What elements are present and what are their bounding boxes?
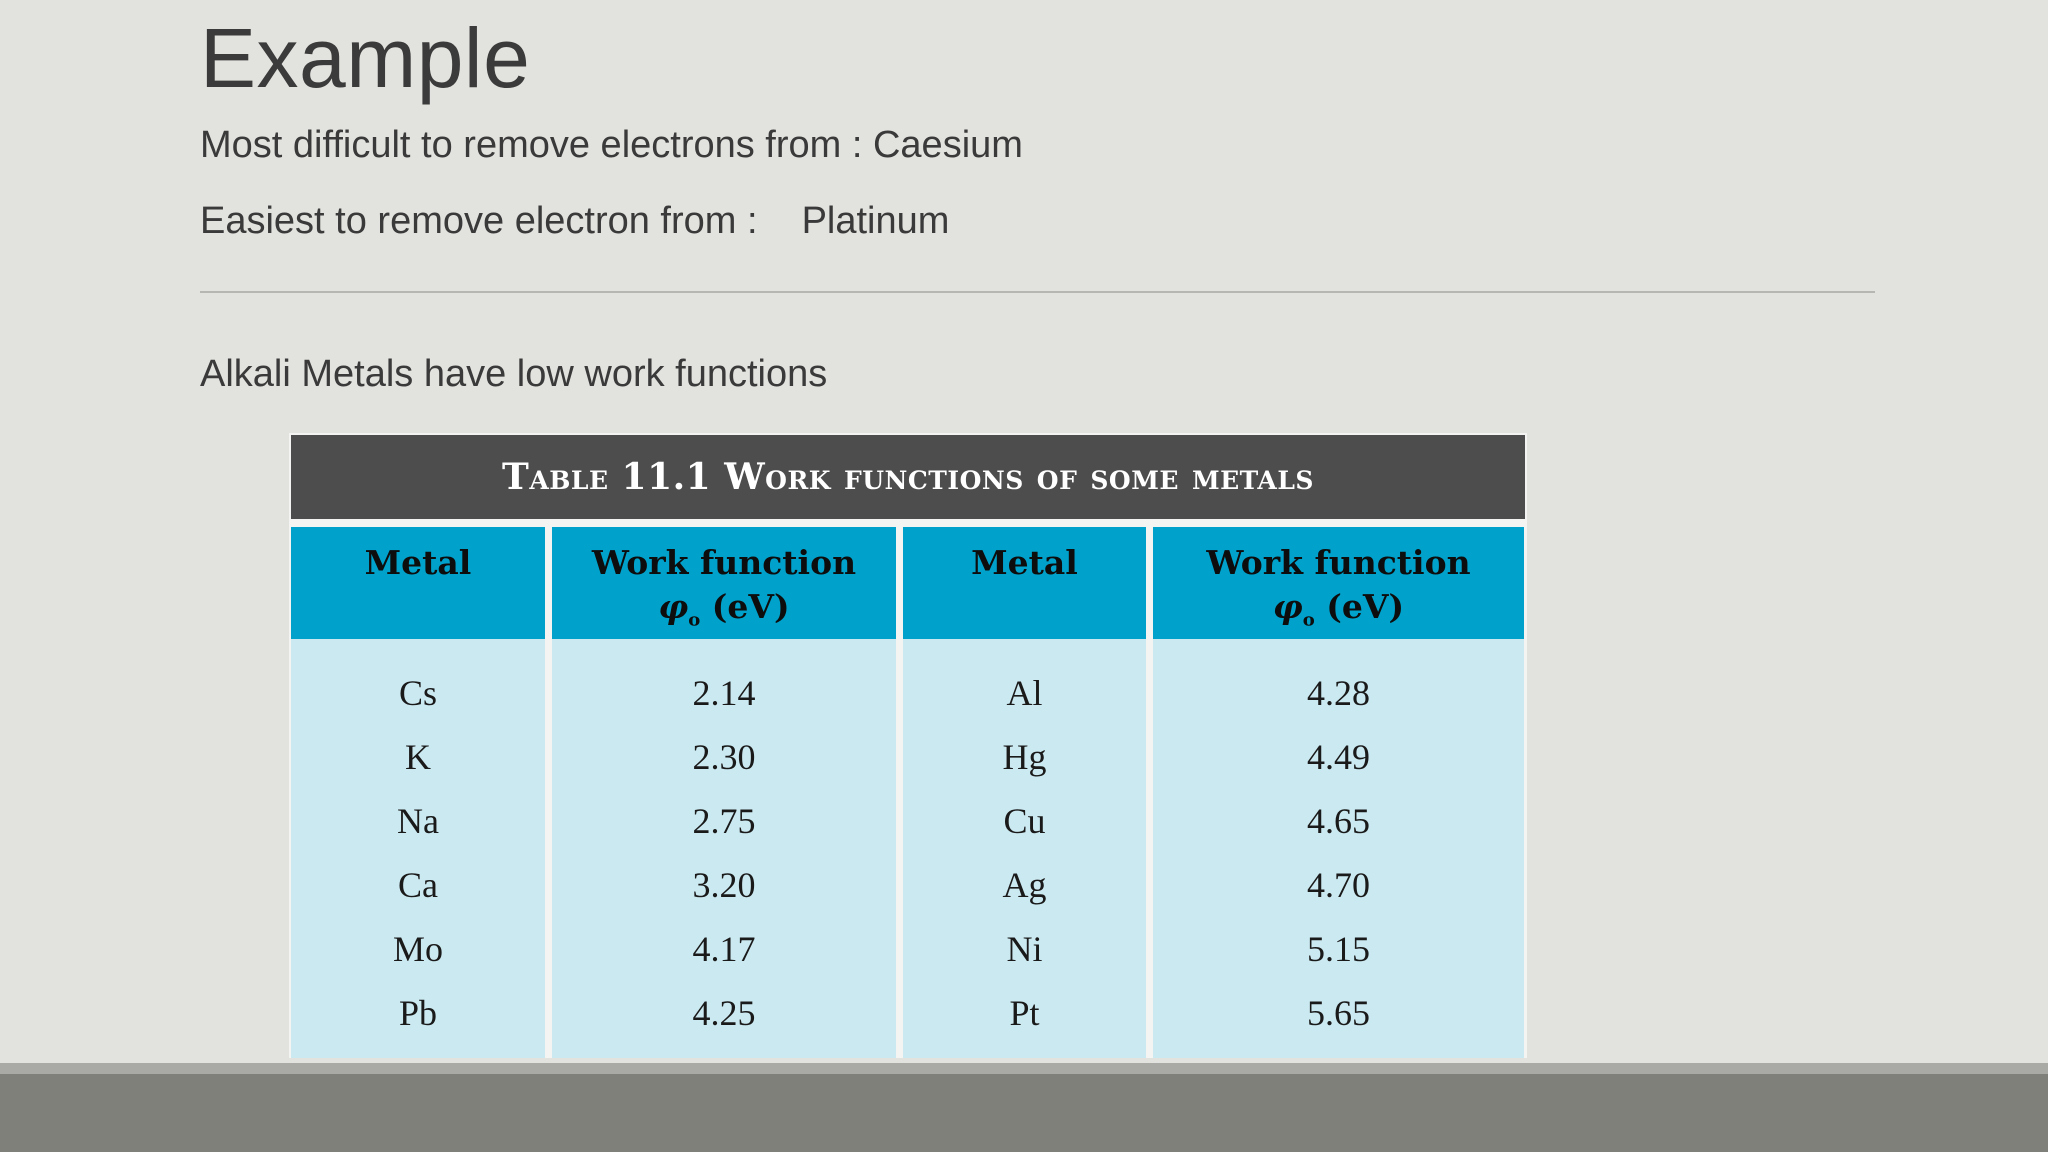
header-wf-left-line2: φo (eV) (552, 585, 896, 643)
table-cell-metal: Ca (398, 865, 438, 905)
header-metal-right-label: Metal (971, 543, 1078, 582)
table-caption: Table 11.1 Work functions of some metals (291, 435, 1525, 519)
table-cell-value: 4.70 (1307, 865, 1370, 905)
header-wf-left-subscript: o (688, 609, 701, 631)
divider-line (200, 291, 1875, 293)
bullet-easiest-label: Easiest to remove electron from : (200, 200, 758, 242)
table-cell-metal: Na (397, 801, 439, 841)
table-cell-value: 4.49 (1307, 737, 1370, 777)
table-cell-value: 2.30 (692, 737, 756, 777)
bullet-alkali-metals: Alkali Metals have low work functions (200, 353, 828, 395)
header-wf-left-symbol: φ (658, 587, 689, 626)
table-cell-metal: Mo (392, 929, 443, 969)
table-cell-value: 5.65 (1307, 993, 1370, 1033)
table-cell-metal: Ni (1006, 929, 1043, 969)
column-left-values: 2.14 2.30 2.75 3.20 4.17 4.25 (552, 639, 896, 1058)
table-cell-value: 2.75 (692, 801, 756, 841)
table-cell-value: 2.14 (692, 673, 756, 713)
header-wf-left-line1: Work function (591, 543, 857, 582)
footer-bar (0, 1074, 2048, 1152)
table-cell-metal: Ag (1002, 865, 1047, 905)
table-cell-metal: Cs (398, 673, 438, 713)
header-wf-right-line2: φo (eV) (1153, 585, 1524, 643)
table-cell-metal: Hg (1002, 737, 1047, 777)
column-right-metals: Al Hg Cu Ag Ni Pt (903, 639, 1146, 1058)
header-metal-left: Metal (291, 527, 545, 639)
header-wf-right-subscript: o (1302, 609, 1315, 631)
header-metal-right: Metal (903, 527, 1146, 639)
table-cell-metal: Pb (398, 993, 438, 1033)
footer-strip (0, 1063, 2048, 1074)
table-cell-value: 3.20 (692, 865, 756, 905)
table-cell-metal: Al (1006, 673, 1043, 713)
column-right-values: 4.28 4.49 4.65 4.70 5.15 5.65 (1153, 639, 1524, 1058)
header-work-function-left: Work function φo (eV) (552, 527, 896, 639)
table-cell-value: 4.17 (692, 929, 756, 969)
table-cell-metal: Pt (1009, 993, 1040, 1033)
table-cell-metal: Cu (1003, 801, 1046, 841)
work-function-table: Table 11.1 Work functions of some metals… (289, 433, 1527, 1058)
table-cell-metal: K (405, 737, 431, 777)
header-wf-right-line1: Work function (1206, 543, 1471, 582)
table-grid: Metal Work function φo (eV) Metal Work f… (291, 527, 1525, 1058)
table-cell-value: 4.65 (1307, 801, 1370, 841)
header-wf-left-unit: (eV) (711, 587, 790, 626)
header-work-function-right: Work function φo (eV) (1153, 527, 1524, 639)
table-cell-value: 5.15 (1307, 929, 1370, 969)
bullet-easiest: Easiest to remove electron from : Platinu… (200, 200, 949, 243)
bullet-most-difficult: Most difficult to remove electrons from … (200, 124, 1023, 166)
slide-title: Example (200, 11, 531, 105)
bullet-easiest-value: Platinum (801, 200, 950, 242)
header-wf-right-unit: (eV) (1326, 587, 1405, 626)
table-cell-value: 4.25 (692, 993, 756, 1033)
column-left-metals: Cs K Na Ca Mo Pb (291, 639, 545, 1058)
header-wf-right-symbol: φ (1272, 587, 1303, 626)
header-metal-left-label: Metal (364, 543, 472, 582)
table-cell-value: 4.28 (1307, 673, 1370, 713)
